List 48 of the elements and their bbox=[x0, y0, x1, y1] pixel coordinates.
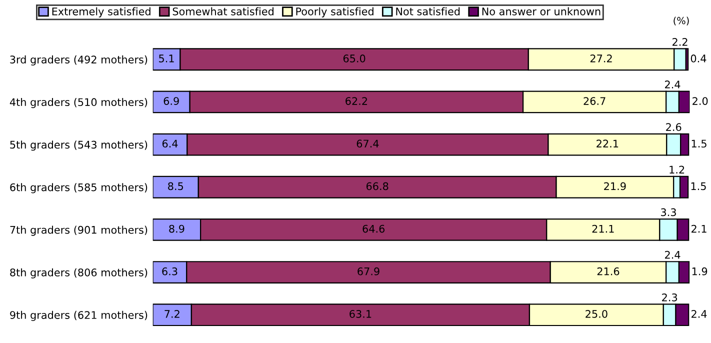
y-tick-label: 5th graders (543 mothers) bbox=[10, 140, 148, 151]
data-label: 6.3 bbox=[162, 267, 178, 276]
data-label: 1.5 bbox=[691, 182, 706, 190]
data-label: 21.6 bbox=[597, 267, 620, 276]
data-label: 6.4 bbox=[162, 140, 178, 148]
data-label: 8.9 bbox=[169, 224, 184, 233]
data-label: 2.2 bbox=[672, 38, 688, 46]
data-label: 0.4 bbox=[690, 54, 706, 62]
data-label: 67.4 bbox=[356, 140, 379, 148]
data-label: 1.2 bbox=[670, 166, 684, 174]
data-label: 26.7 bbox=[584, 97, 606, 105]
data-label: 21.9 bbox=[604, 182, 626, 190]
data-label: 66.8 bbox=[366, 182, 388, 190]
legend-label: No answer or unknown bbox=[482, 7, 600, 16]
data-label: 8.5 bbox=[168, 182, 184, 190]
legend-label: Not satisfied bbox=[396, 7, 460, 16]
data-label: 7.2 bbox=[164, 310, 180, 318]
data-label: 2.4 bbox=[665, 80, 680, 88]
data-label: 5.1 bbox=[159, 54, 174, 62]
data-label: 64.6 bbox=[362, 224, 385, 233]
data-label: 22.1 bbox=[596, 140, 618, 148]
data-label: 2.6 bbox=[666, 123, 682, 132]
legend-label: Poorly satisfied bbox=[296, 7, 374, 18]
data-label: 2.0 bbox=[692, 97, 708, 105]
y-tick-label: 9th graders (621 mothers) bbox=[10, 310, 148, 321]
y-tick-label: 7th graders (901 mothers) bbox=[10, 226, 148, 236]
data-label: 3.3 bbox=[661, 208, 676, 216]
data-label: 21.1 bbox=[592, 224, 614, 233]
data-label: 65.0 bbox=[343, 54, 366, 62]
legend-label: Somewhat satisfied bbox=[172, 7, 274, 16]
data-label: 1.9 bbox=[692, 267, 708, 276]
y-tick-label: 3rd graders (492 mothers) bbox=[10, 55, 148, 66]
y-tick-label: 6th graders (585 mothers) bbox=[10, 183, 148, 194]
data-label: 63.1 bbox=[350, 310, 372, 318]
data-label: 2.4 bbox=[665, 250, 680, 259]
data-label: 25.0 bbox=[586, 310, 608, 318]
data-label: 27.2 bbox=[590, 54, 612, 62]
data-label: 2.3 bbox=[662, 293, 678, 302]
data-label: 62.2 bbox=[346, 97, 367, 105]
text: (%) bbox=[674, 16, 689, 26]
data-label: 67.9 bbox=[358, 267, 380, 276]
data-label: 2.1 bbox=[692, 224, 706, 233]
y-tick-label: 4th graders (510 mothers) bbox=[10, 98, 148, 108]
legend-label: Extremely satisfied bbox=[52, 7, 150, 18]
data-label: 2.4 bbox=[692, 310, 707, 318]
y-tick-label: 8th graders (806 mothers) bbox=[10, 268, 148, 278]
data-label: 1.5 bbox=[692, 140, 706, 148]
data-label: 6.9 bbox=[164, 97, 179, 105]
